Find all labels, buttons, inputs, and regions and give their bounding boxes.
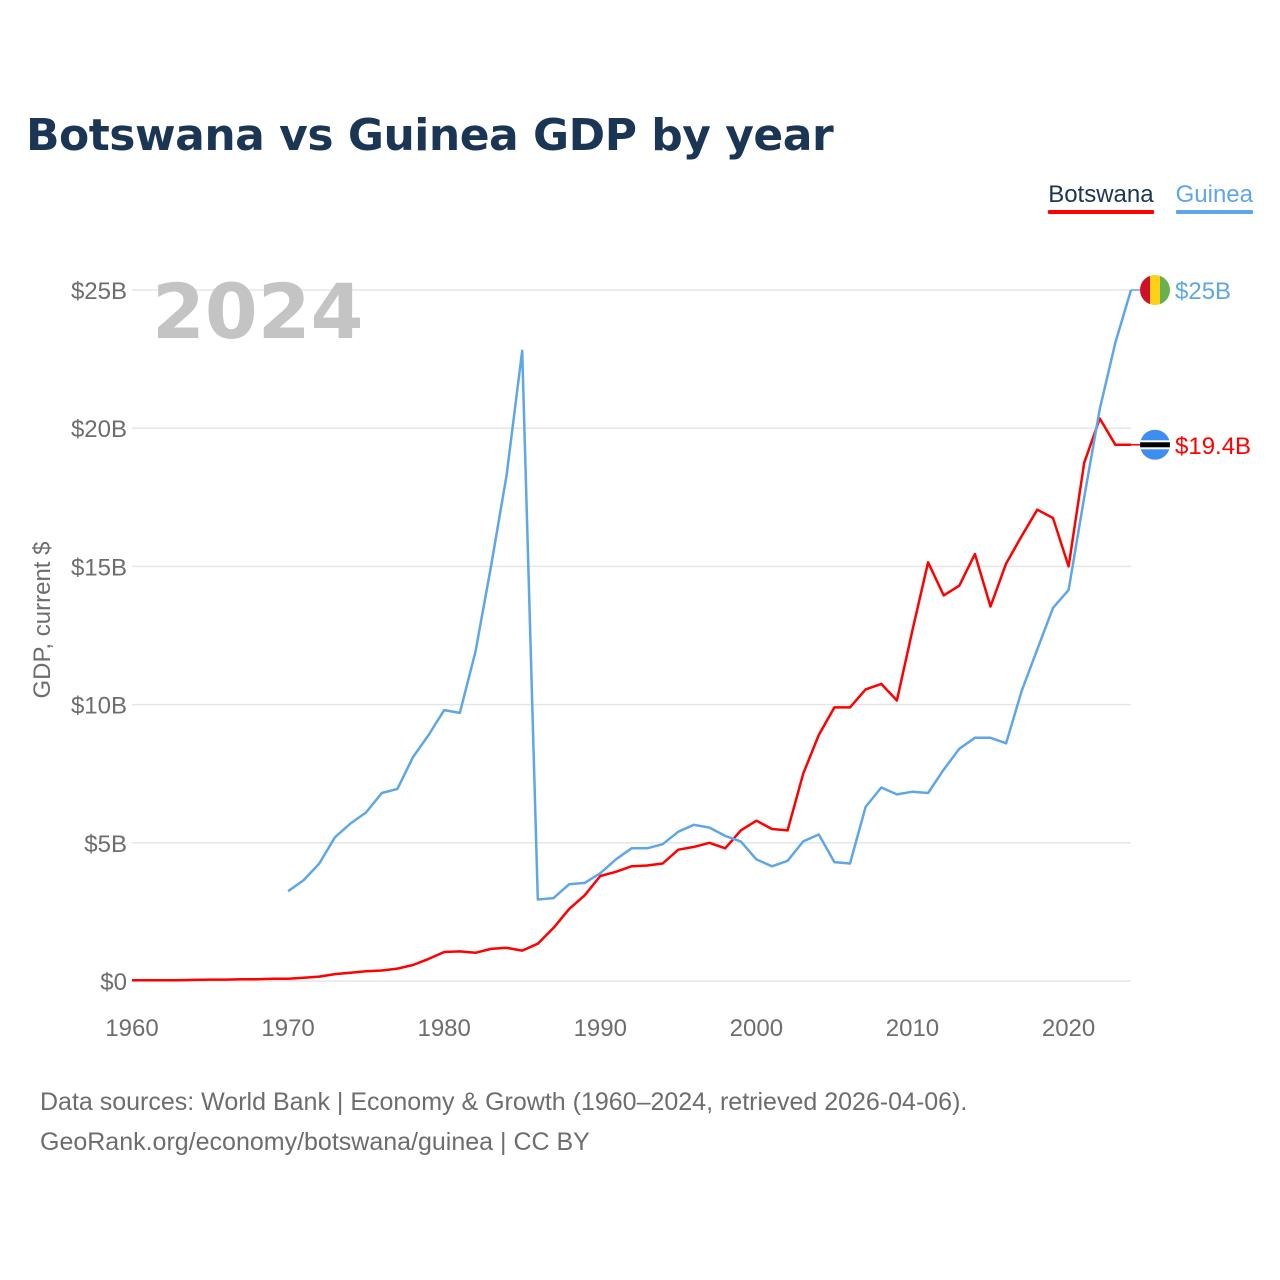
series-line-botswana: [132, 417, 1131, 982]
y-tick-label: $25B: [71, 278, 127, 305]
legend-item-guinea[interactable]: Guinea: [1175, 180, 1253, 214]
y-tick-label: $10B: [71, 693, 127, 720]
end-label-guinea: $25B: [1175, 278, 1231, 305]
y-axis-label: GDP, current $: [29, 542, 56, 699]
series-lines: [132, 289, 1133, 982]
legend-item-botswana[interactable]: Botswana: [1048, 180, 1154, 214]
legend: Botswana Guinea: [1048, 180, 1253, 214]
x-tick-label: 1960: [105, 1015, 158, 1042]
grid-lines: [132, 289, 1131, 982]
legend-label-guinea: Guinea: [1175, 181, 1253, 208]
x-tick-label: 1980: [417, 1015, 470, 1042]
flag-botswana-icon: [1140, 429, 1170, 460]
x-tick-label: 2020: [1042, 1015, 1095, 1042]
year-watermark: 2024: [152, 267, 364, 356]
end-markers: $19.4B $25B: [1131, 275, 1251, 460]
y-tick-label: $5B: [84, 831, 127, 858]
y-tick-label: $20B: [71, 416, 127, 443]
x-axis-ticks: 1960 1970 1980 1990 2000 2010 2020: [105, 1015, 1095, 1042]
source-note: Data sources: World Bank | Economy & Gro…: [40, 1082, 967, 1162]
source-line-1: Data sources: World Bank | Economy & Gro…: [40, 1088, 968, 1116]
legend-swatch-botswana: [1048, 210, 1154, 214]
legend-label-botswana: Botswana: [1048, 181, 1154, 208]
legend-swatch-guinea: [1175, 210, 1253, 214]
chart-title: Botswana vs Guinea GDP by year: [26, 110, 834, 161]
y-tick-label: $15B: [71, 554, 127, 581]
source-line-2[interactable]: GeoRank.org/economy/botswana/guinea | CC…: [40, 1128, 590, 1156]
flag-guinea-icon: [1140, 275, 1170, 305]
y-tick-label: $0: [100, 969, 127, 996]
x-tick-label: 2010: [886, 1015, 939, 1042]
series-line-guinea: [287, 289, 1133, 901]
x-tick-label: 1990: [574, 1015, 627, 1042]
end-label-botswana: $19.4B: [1175, 433, 1251, 460]
x-tick-label: 2000: [730, 1015, 783, 1042]
y-axis-ticks: $0 $5B $10B $15B $20B $25B: [71, 278, 127, 996]
x-tick-label: 1970: [261, 1015, 314, 1042]
